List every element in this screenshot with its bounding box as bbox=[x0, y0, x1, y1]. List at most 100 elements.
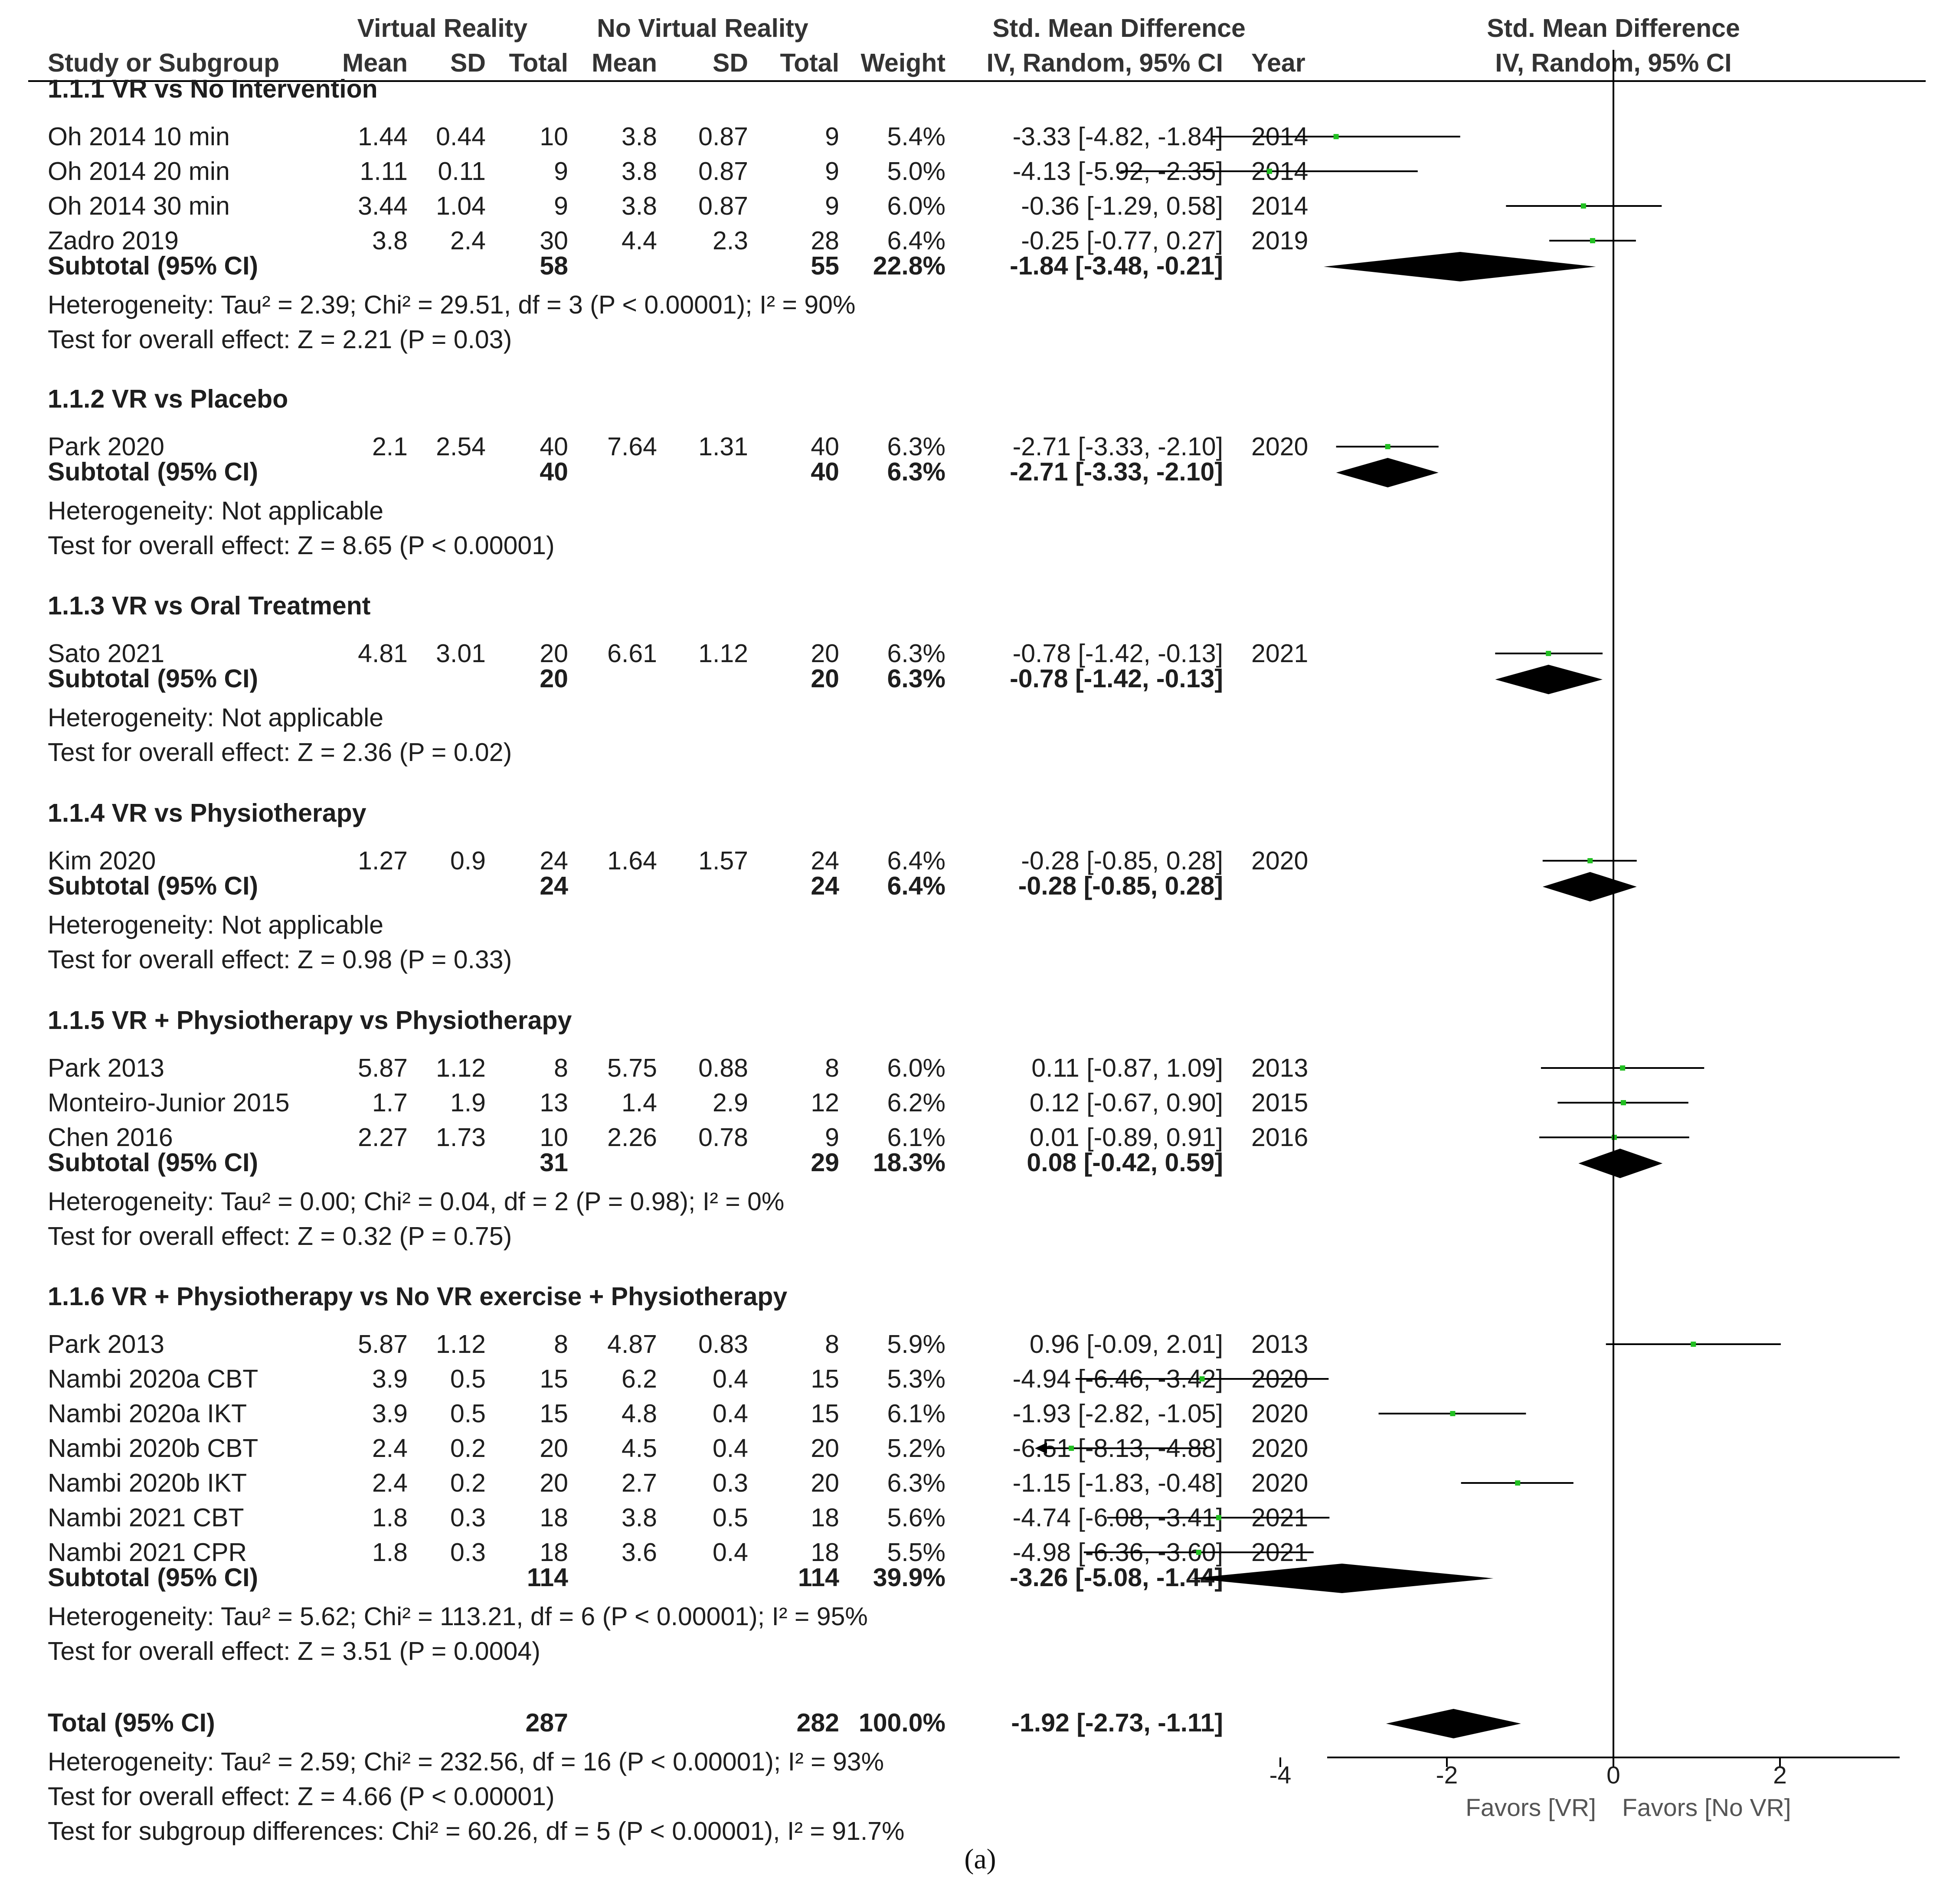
total-novr: 9 bbox=[825, 1123, 839, 1152]
sd-novr: 1.31 bbox=[698, 432, 748, 461]
subgroup-title: 1.1.2 VR vs Placebo bbox=[48, 385, 288, 413]
total-novr: 40 bbox=[811, 432, 839, 461]
total-novr: 12 bbox=[811, 1088, 839, 1117]
overall-effect-text: Test for overall effect: Z = 8.65 (P < 0… bbox=[48, 531, 555, 560]
study-name: Nambi 2021 CBT bbox=[48, 1503, 244, 1532]
mean-vr: 3.44 bbox=[358, 192, 408, 220]
weight: 6.0% bbox=[887, 1054, 945, 1082]
year: 2013 bbox=[1251, 1330, 1308, 1359]
weight: 6.3% bbox=[887, 639, 945, 668]
study-name: Oh 2014 10 min bbox=[48, 122, 230, 151]
study-name: Park 2013 bbox=[48, 1330, 164, 1359]
header-mean-vr: Mean bbox=[342, 49, 408, 77]
subtotal-ci: -0.78 [-1.42, -0.13] bbox=[1010, 664, 1223, 693]
weight: 5.9% bbox=[887, 1330, 945, 1359]
subgroup-title: 1.1.3 VR vs Oral Treatment bbox=[48, 591, 370, 620]
point-estimate bbox=[1450, 1411, 1456, 1416]
point-estimate bbox=[1691, 1342, 1696, 1347]
sd-vr: 0.3 bbox=[450, 1503, 486, 1532]
effect-ci: -0.78 [-1.42, -0.13] bbox=[1013, 639, 1223, 668]
overall-effect-text: Test for overall effect: Z = 0.32 (P = 0… bbox=[48, 1222, 512, 1251]
total-novr: 24 bbox=[811, 846, 839, 875]
total-vr: 20 bbox=[540, 1434, 568, 1463]
total-novr: 9 bbox=[825, 122, 839, 151]
weight: 5.4% bbox=[887, 122, 945, 151]
sd-novr: 0.4 bbox=[713, 1434, 748, 1463]
subtotal-label: Subtotal (95% CI) bbox=[48, 1148, 258, 1177]
year: 2019 bbox=[1251, 226, 1308, 255]
subtotal-total-vr: 40 bbox=[540, 457, 568, 486]
mean-vr: 1.8 bbox=[372, 1538, 408, 1567]
heterogeneity-text: Heterogeneity: Tau² = 0.00; Chi² = 0.04,… bbox=[48, 1187, 784, 1216]
effect-ci: 0.11 [-0.87, 1.09] bbox=[1031, 1054, 1223, 1082]
point-estimate bbox=[1587, 858, 1593, 863]
mean-novr: 1.4 bbox=[622, 1088, 657, 1117]
sd-vr: 1.73 bbox=[436, 1123, 486, 1152]
total-overall-effect-text: Test for overall effect: Z = 4.66 (P < 0… bbox=[48, 1782, 555, 1811]
mean-novr: 3.8 bbox=[622, 122, 657, 151]
mean-vr: 1.7 bbox=[372, 1088, 408, 1117]
total-label: Total (95% CI) bbox=[48, 1708, 215, 1737]
point-estimate bbox=[1546, 651, 1551, 656]
study-name: Nambi 2020a CBT bbox=[48, 1365, 258, 1393]
study-name: Sato 2021 bbox=[48, 639, 164, 668]
sd-vr: 0.9 bbox=[450, 846, 486, 875]
mean-vr: 3.9 bbox=[372, 1399, 408, 1428]
total-vr: 13 bbox=[540, 1088, 568, 1117]
header-effect: Std. Mean Difference bbox=[992, 14, 1246, 42]
mean-novr: 2.26 bbox=[607, 1123, 657, 1152]
favors-left-label: Favors [VR] bbox=[1466, 1794, 1596, 1822]
subtotal-total-novr: 55 bbox=[811, 251, 839, 280]
effect-ci: 0.12 [-0.67, 0.90] bbox=[1030, 1088, 1223, 1117]
study-name: Zadro 2019 bbox=[48, 226, 179, 255]
subgroup-title: 1.1.4 VR vs Physiotherapy bbox=[48, 799, 366, 827]
header-effect-method: IV, Random, 95% CI bbox=[987, 49, 1223, 77]
sd-novr: 0.87 bbox=[698, 122, 748, 151]
weight: 6.1% bbox=[887, 1123, 945, 1152]
point-estimate bbox=[1580, 203, 1586, 209]
subtotal-total-vr: 31 bbox=[540, 1148, 568, 1177]
weight: 6.4% bbox=[887, 846, 945, 875]
sd-vr: 2.4 bbox=[450, 226, 486, 255]
mean-vr: 1.27 bbox=[358, 846, 408, 875]
point-estimate bbox=[1069, 1446, 1074, 1451]
year: 2020 bbox=[1251, 1399, 1308, 1428]
mean-vr: 1.11 bbox=[360, 157, 408, 186]
mean-vr: 2.27 bbox=[358, 1123, 408, 1152]
point-estimate bbox=[1590, 238, 1595, 243]
year: 2020 bbox=[1251, 846, 1308, 875]
subtotal-weight: 6.3% bbox=[887, 457, 945, 486]
x-tick-label: -2 bbox=[1436, 1761, 1458, 1789]
subtotal-total-vr: 114 bbox=[527, 1563, 568, 1592]
total-heterogeneity-text: Heterogeneity: Tau² = 2.59; Chi² = 232.5… bbox=[48, 1747, 884, 1776]
total-novr: 15 bbox=[811, 1399, 839, 1428]
mean-novr: 4.4 bbox=[622, 226, 657, 255]
sd-vr: 0.44 bbox=[436, 122, 486, 151]
sd-novr: 0.83 bbox=[698, 1330, 748, 1359]
total-novr: 20 bbox=[811, 1434, 839, 1463]
sd-vr: 0.11 bbox=[438, 157, 486, 186]
total-novr: 8 bbox=[825, 1054, 839, 1082]
subtotal-total-vr: 24 bbox=[540, 872, 568, 900]
total-vr: 15 bbox=[540, 1365, 568, 1393]
header-year: Year bbox=[1251, 49, 1305, 77]
subtotal-total-novr: 24 bbox=[811, 872, 839, 900]
subtotal-weight: 6.3% bbox=[887, 664, 945, 693]
total-vr: 9 bbox=[554, 157, 568, 186]
mean-vr: 3.8 bbox=[372, 226, 408, 255]
sd-vr: 1.12 bbox=[436, 1330, 486, 1359]
subtotal-ci: -3.26 [-5.08, -1.44] bbox=[1010, 1563, 1223, 1592]
favors-right-label: Favors [No VR] bbox=[1622, 1794, 1791, 1822]
mean-novr: 3.8 bbox=[622, 157, 657, 186]
subtotal-diamond bbox=[1336, 458, 1439, 487]
mean-novr: 4.8 bbox=[622, 1399, 657, 1428]
study-name: Nambi 2020a IKT bbox=[48, 1399, 247, 1428]
point-estimate bbox=[1216, 1515, 1221, 1520]
sd-novr: 0.87 bbox=[698, 157, 748, 186]
total-vr: 15 bbox=[540, 1399, 568, 1428]
heterogeneity-text: Heterogeneity: Tau² = 2.39; Chi² = 29.51… bbox=[48, 291, 855, 319]
effect-ci: 0.96 [-0.09, 2.01] bbox=[1030, 1330, 1223, 1359]
weight: 5.2% bbox=[887, 1434, 945, 1463]
total-vr: 20 bbox=[540, 639, 568, 668]
subtotal-label: Subtotal (95% CI) bbox=[48, 457, 258, 486]
